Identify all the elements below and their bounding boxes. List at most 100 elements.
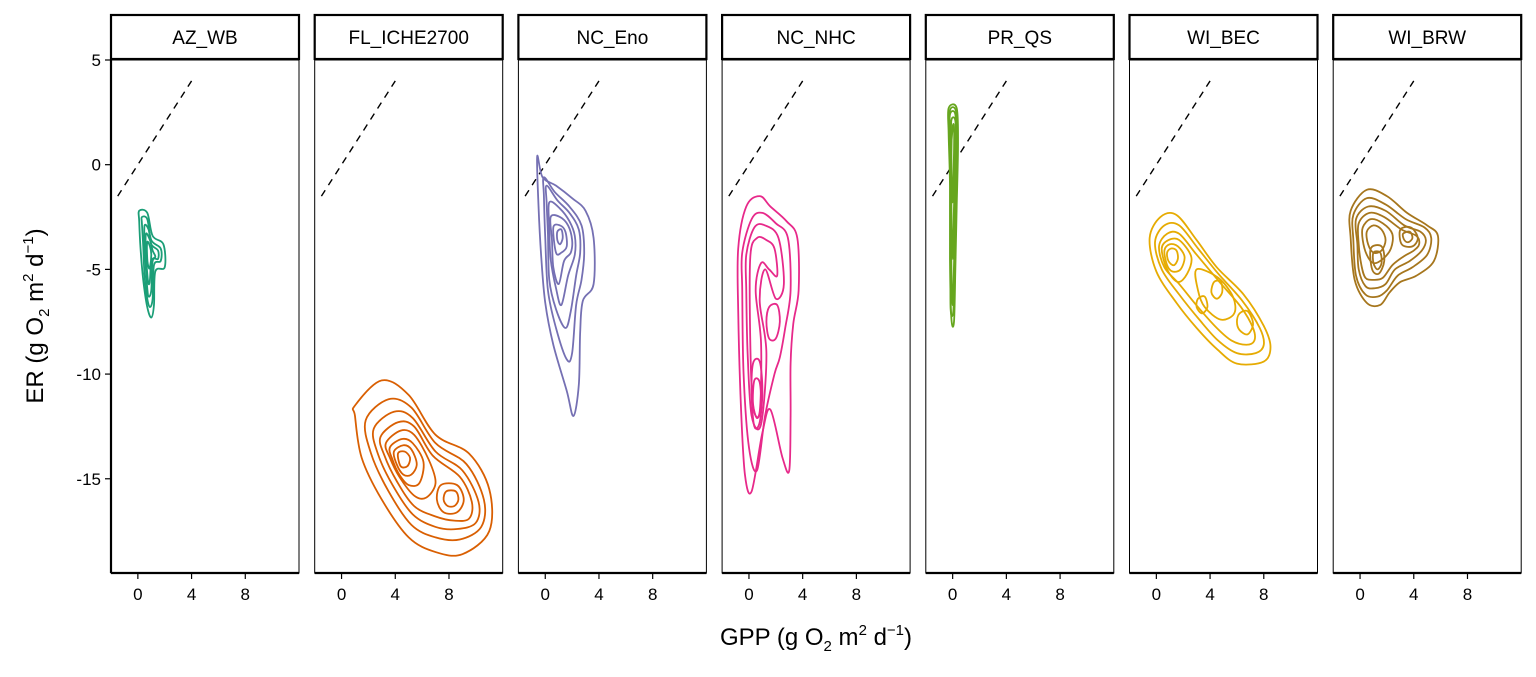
x-tick-label: 4 — [1002, 585, 1011, 604]
density-contour — [392, 444, 418, 477]
panel-plot-area — [931, 80, 1007, 328]
density-contour — [384, 429, 437, 500]
density-contour — [1210, 279, 1224, 300]
facet-strip-label: WI_BRW — [1388, 28, 1466, 49]
facet-strip-label: PR_QS — [988, 28, 1052, 49]
x-tick-label: 4 — [391, 585, 400, 604]
density-contour — [1351, 196, 1433, 299]
y-tick-label: 0 — [92, 156, 101, 175]
x-tick-label: 0 — [337, 585, 346, 604]
density-contour — [1354, 205, 1427, 290]
density-contour — [536, 154, 596, 417]
density-contour — [351, 379, 494, 557]
y-tick-label: -15 — [76, 470, 101, 489]
facet-panel: PR_QS 0 4 8 — [924, 13, 1115, 604]
density-contour — [950, 122, 956, 204]
x-tick-label: 0 — [1152, 585, 1161, 604]
x-tick-label: 8 — [1259, 585, 1268, 604]
panel-border — [1332, 59, 1522, 574]
density-contour — [1194, 268, 1237, 321]
facet-panel: FL_ICHE2700 0 4 8 — [313, 13, 504, 604]
x-tick-label: 8 — [648, 585, 657, 604]
x-tick-label: 4 — [1409, 585, 1418, 604]
density-contour — [1356, 211, 1421, 281]
density-contour — [751, 377, 763, 419]
density-contour — [1166, 247, 1179, 267]
facet-strip — [924, 13, 1115, 61]
facet-strip — [313, 13, 504, 61]
y-axis-title: ER (g O2 m2 d−1) — [20, 228, 53, 403]
y-tick-label: -5 — [86, 260, 101, 279]
reference-line — [1135, 80, 1211, 197]
density-contour — [547, 200, 577, 307]
x-tick-label: 4 — [594, 585, 603, 604]
y-tick-label: -10 — [76, 365, 101, 384]
density-contour — [396, 450, 412, 469]
density-contour — [435, 482, 465, 515]
density-contour — [1369, 244, 1386, 275]
panels-layer: AZ_WB 0 4 8 FL_ICHE2700 0 4 8 NC_Eno 0 4 8 NC_NHC 0 4 8… — [109, 13, 1523, 604]
density-contour — [736, 195, 800, 495]
x-tick-label: 8 — [852, 585, 861, 604]
facet-strip-label: NC_Eno — [576, 28, 648, 49]
facet-panel: NC_NHC 0 4 8 — [720, 13, 912, 604]
density-contour — [1361, 218, 1394, 265]
density-contour — [388, 437, 425, 487]
reference-line — [931, 80, 1007, 197]
facet-strip-label: FL_ICHE2700 — [348, 28, 468, 49]
panel-plot-area — [1339, 80, 1440, 308]
density-contour — [1365, 224, 1387, 254]
reference-line — [728, 80, 804, 197]
reference-line — [117, 80, 193, 197]
x-tick-label: 0 — [948, 585, 957, 604]
panel-border — [110, 59, 300, 574]
density-contour — [1148, 212, 1272, 366]
facet-strip-label: AZ_WB — [172, 28, 237, 49]
density-contour — [146, 240, 153, 270]
facet-strip — [720, 13, 912, 61]
density-contour — [549, 214, 574, 285]
facet-strip — [517, 13, 708, 61]
density-contour — [556, 228, 564, 246]
x-tick-label: 8 — [1055, 585, 1064, 604]
x-tick-label: 0 — [133, 585, 142, 604]
reference-line — [320, 80, 396, 197]
x-tick-label: 0 — [1355, 585, 1364, 604]
facet-strip — [1128, 13, 1319, 61]
density-contour — [1158, 230, 1256, 346]
density-contour — [1163, 243, 1186, 273]
density-contour — [740, 211, 792, 473]
x-axis-title: GPP (g O2 m2 d−1) — [720, 622, 912, 655]
density-contour — [948, 106, 959, 318]
x-tick-label: 0 — [541, 585, 550, 604]
x-tick-label: 8 — [1463, 585, 1472, 604]
x-tick-label: 8 — [241, 585, 250, 604]
density-contour — [1371, 250, 1383, 271]
panel-border — [1129, 59, 1318, 574]
density-contour — [542, 176, 586, 363]
density-contour — [1398, 225, 1419, 248]
panel-plot-area — [728, 80, 804, 495]
density-contour — [371, 410, 481, 531]
density-contour — [137, 208, 167, 319]
facet-panel: AZ_WB 0 4 8 — [109, 13, 301, 604]
density-contour — [363, 397, 487, 542]
density-contour — [750, 357, 764, 430]
density-contour — [765, 302, 781, 342]
density-contour — [378, 420, 474, 522]
density-contour — [1236, 309, 1254, 336]
density-contour — [144, 232, 157, 286]
density-contour — [744, 223, 785, 431]
x-tick-label: 4 — [798, 585, 807, 604]
reference-line — [1339, 80, 1415, 197]
x-tick-label: 8 — [444, 585, 453, 604]
density-contour — [544, 184, 582, 329]
facet-strip — [1332, 13, 1523, 61]
facet-strip — [109, 13, 301, 61]
density-contour — [1401, 230, 1414, 244]
x-tick-label: 0 — [744, 585, 753, 604]
x-tick-label: 4 — [1205, 585, 1214, 604]
y-tick-label: 5 — [92, 51, 101, 70]
panel-border — [314, 59, 504, 574]
